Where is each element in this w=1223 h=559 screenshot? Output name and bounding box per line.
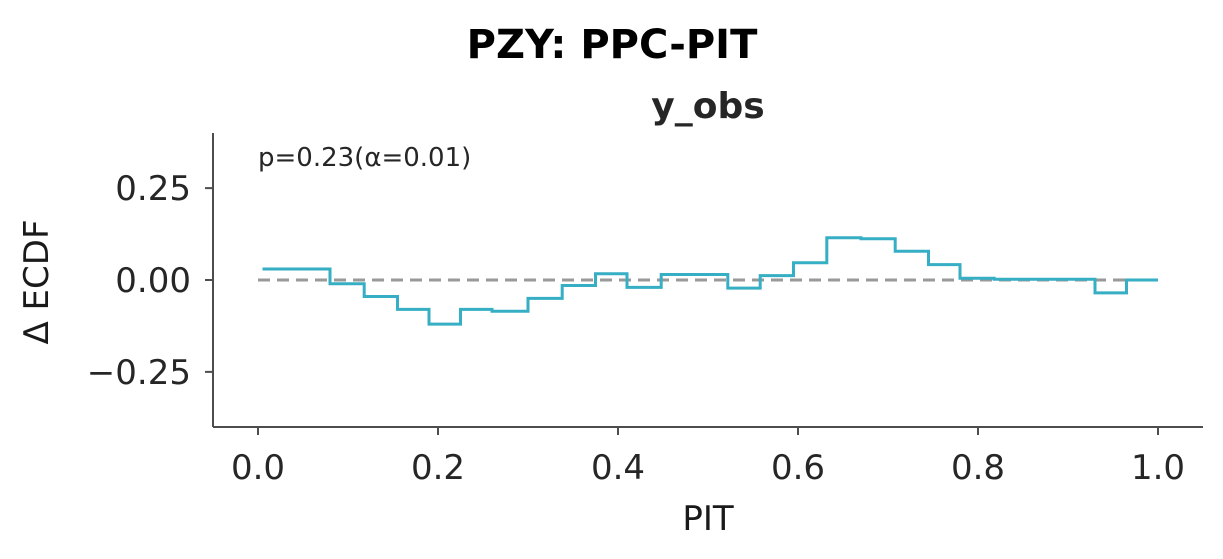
p-value-annotation: p=0.23(α=0.01) [258,143,471,173]
x-tick-label: 0.4 [591,448,645,488]
x-axis-label: PIT [682,499,734,539]
y-tick-label: 0.25 [115,169,191,209]
x-tick-label: 0.6 [771,448,825,488]
x-tick-label: 1.0 [1131,448,1185,488]
chart-subtitle: y_obs [651,86,764,127]
ecdf-difference-line [262,236,1158,326]
plot-area: 0.0 0.2 0.4 0.6 0.8 1.0 0.25 0.00 −0.25 [87,133,1203,488]
y-tick-label: −0.25 [87,353,191,393]
x-tick-label: 0.0 [231,448,285,488]
x-tick-label: 0.8 [951,448,1005,488]
y-tick-label: 0.00 [115,261,191,301]
chart-title: PZY: PPC-PIT [467,22,758,68]
x-tick-label: 0.2 [411,448,465,488]
y-axis-label: Δ ECDF [17,219,57,344]
